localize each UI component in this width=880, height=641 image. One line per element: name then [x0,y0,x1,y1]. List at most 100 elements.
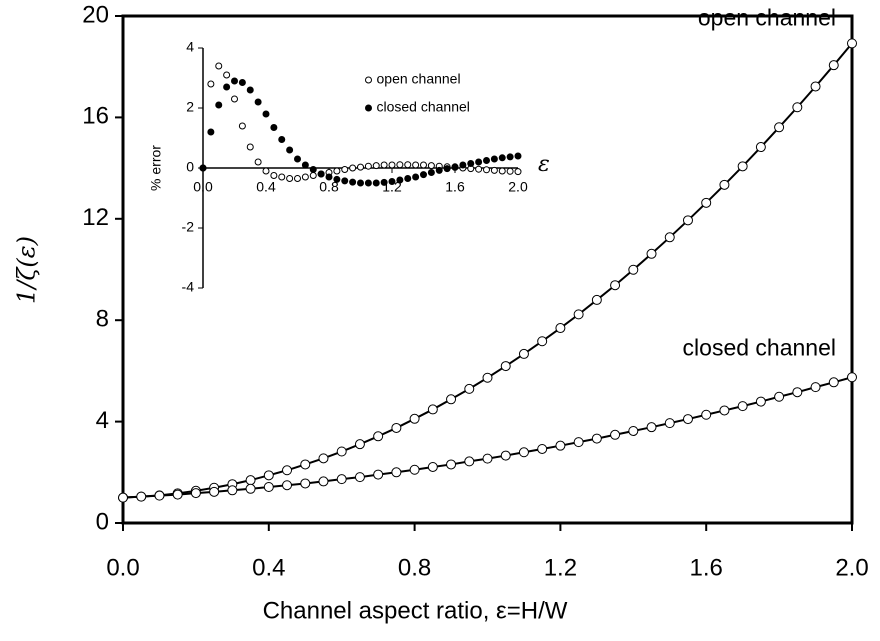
data-point [427,169,435,176]
data-point [388,161,396,169]
data-point [506,167,514,175]
data-point [207,128,215,136]
data-point [573,437,584,448]
data-point [172,489,183,500]
data-point [270,124,278,131]
data-point [294,175,301,182]
data-point [118,492,128,503]
data-point [231,77,238,85]
data-point [682,215,693,226]
data-point [223,83,231,91]
data-point [646,248,657,259]
data-point [372,179,380,187]
y-tick-label: 8 [96,306,109,333]
data-point [737,401,748,412]
x-tick-label: 2.0 [508,179,528,195]
data-point [506,153,514,161]
data-point [300,478,311,489]
data-point [498,154,506,162]
data-point [443,165,451,173]
data-point [301,161,309,169]
data-point [792,102,803,113]
data-point [286,146,294,154]
data-point [514,152,522,160]
data-point [349,164,357,172]
data-point [318,453,329,464]
inset-y-axis-label: % error [148,145,164,191]
data-point [199,164,207,172]
data-point [427,461,438,472]
data-point [628,264,639,275]
data-point [396,176,404,184]
data-point [420,171,427,179]
data-point [263,482,274,493]
data-point [231,95,238,103]
data-point [404,175,412,182]
y-tick-label: 4 [186,39,194,55]
data-point [246,143,254,151]
y-tick-label: -2 [182,219,195,235]
data-point [309,166,317,173]
data-point [254,158,262,166]
data-point [755,142,766,153]
data-point [537,336,548,347]
data-point [396,161,404,169]
data-point [467,160,475,167]
data-point [391,467,402,478]
data-point [282,465,293,476]
data-point [238,79,246,86]
data-point [774,391,785,402]
legend-label: open channel [377,71,461,87]
y-axis-label: 1/ζ(ε) [13,236,41,304]
x-tick-label: 0.4 [252,554,285,581]
data-point [270,172,278,179]
data-point [810,81,821,92]
data-point [610,280,621,291]
data-point [482,453,493,464]
data-point [792,387,803,398]
data-point [207,80,215,88]
data-point [282,480,293,491]
data-point [336,446,347,457]
data-point [573,309,584,320]
data-point [391,422,402,433]
data-point [388,178,396,185]
y-tick-label: 2 [186,99,194,115]
x-tick-label: 1.2 [544,554,577,581]
data-point [490,155,498,163]
data-point [483,157,490,164]
y-tick-label: 20 [82,1,109,28]
x-tick-label: 0.8 [398,554,431,581]
data-point [847,372,857,383]
data-point [246,86,254,94]
data-point [555,440,566,451]
data-point [475,165,483,173]
data-point [364,179,372,187]
data-point [373,431,384,442]
data-point [446,394,457,405]
data-point [349,178,357,186]
data-point [701,197,712,208]
series-annotation: closed channel [683,334,836,360]
series-annotation: open channel [698,4,836,30]
x-tick-label: 2.0 [835,554,868,581]
plot-frame [121,14,854,525]
data-point [420,161,427,169]
data-point [154,490,165,501]
inset-x-axis-label: ε [538,152,550,177]
data-point [500,361,511,372]
data-point [325,173,333,181]
data-point [719,405,730,416]
legend-label: closed channel [377,99,470,115]
data-point [333,175,341,183]
y-tick-label: 0 [96,508,109,535]
data-point [518,447,529,458]
data-point [341,177,349,185]
data-point [610,429,621,440]
data-point [336,474,347,485]
data-point [451,163,459,171]
data-point [317,170,325,178]
data-point [490,166,498,174]
x-tick-label: 0.4 [256,179,276,195]
